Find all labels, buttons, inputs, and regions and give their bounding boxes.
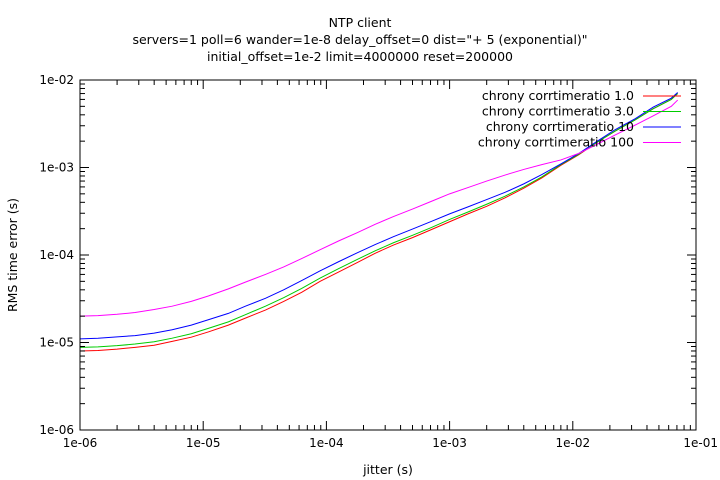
series-line-4 [79, 99, 679, 317]
chart-subtitle-line-1: servers=1 poll=6 wander=1e-8 delay_offse… [132, 32, 588, 47]
x-tick-label: 1e-02 [555, 436, 590, 450]
y-tick-label: 1e-02 [39, 73, 74, 87]
y-tick-label: 1e-04 [39, 248, 74, 262]
x-tick-label: 1e-01 [683, 436, 718, 450]
legend-entry-label: chrony corrtimeratio 100 [478, 135, 634, 150]
chart-title-block: NTP client servers=1 poll=6 wander=1e-8 … [0, 14, 720, 65]
y-tick-label: 1e-06 [39, 423, 74, 437]
x-tick-label: 1e-05 [186, 436, 221, 450]
series-line-3 [79, 92, 679, 340]
series-layer [79, 92, 679, 352]
chart-subtitle-line-2: initial_offset=1e-2 limit=4000000 reset=… [206, 49, 513, 64]
series-line-2 [79, 93, 679, 348]
y-tick-label: 1e-05 [39, 336, 74, 350]
x-axis-label: jitter (s) [362, 462, 413, 477]
x-tick-label: 1e-06 [63, 436, 98, 450]
ticks-layer: 1e-06 1e-05 1e-04 1e-03 1e-02 1e-06 1e-05 1e-04… [39, 73, 718, 450]
y-tick-label: 1e-03 [39, 161, 74, 175]
x-tick-label: 1e-04 [309, 436, 344, 450]
legend-entry-label: chrony corrtimeratio 1.0 [482, 88, 634, 103]
chart-title: NTP client [328, 15, 392, 30]
legend-entry-label: chrony corrtimeratio 10 [486, 119, 634, 134]
y-axis-label: RMS time error (s) [5, 198, 20, 312]
x-tick-label: 1e-03 [432, 436, 467, 450]
legend-entry-label: chrony corrtimeratio 3.0 [482, 104, 634, 119]
